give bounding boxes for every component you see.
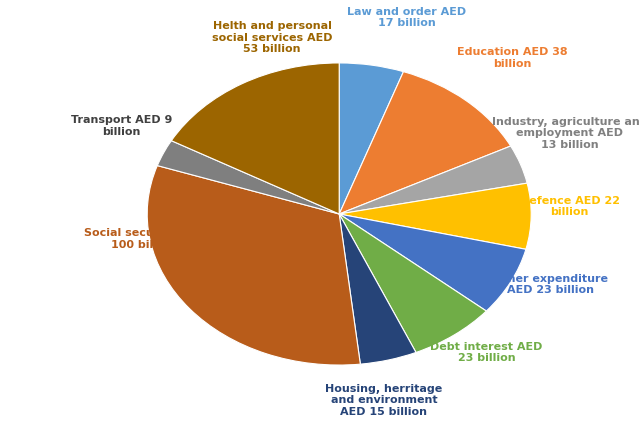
- Text: Education AED 38
billion: Education AED 38 billion: [457, 47, 567, 69]
- Wedge shape: [339, 214, 526, 311]
- Text: Other expenditure
AED 23 billion: Other expenditure AED 23 billion: [493, 273, 608, 295]
- Text: Transport AED 9
billion: Transport AED 9 billion: [71, 115, 172, 137]
- Wedge shape: [339, 214, 416, 364]
- Text: Housing, herritage
and environment
AED 15 billion: Housing, herritage and environment AED 1…: [325, 384, 443, 417]
- Wedge shape: [147, 166, 360, 365]
- Text: Industry, agriculture and
employment AED
13 billion: Industry, agriculture and employment AED…: [492, 117, 640, 150]
- Wedge shape: [339, 183, 531, 249]
- Wedge shape: [339, 146, 527, 214]
- Text: Social security AED
100 billion: Social security AED 100 billion: [84, 229, 204, 250]
- Wedge shape: [172, 63, 339, 214]
- Wedge shape: [339, 63, 403, 214]
- Text: Debt interest AED
23 billion: Debt interest AED 23 billion: [430, 342, 543, 363]
- Text: Law and order AED
17 billion: Law and order AED 17 billion: [347, 7, 466, 28]
- Text: Defence AED 22
billion: Defence AED 22 billion: [520, 196, 620, 217]
- Wedge shape: [339, 71, 511, 214]
- Text: Helth and personal
social services AED
53 billion: Helth and personal social services AED 5…: [212, 21, 332, 54]
- Wedge shape: [339, 214, 486, 352]
- Wedge shape: [157, 141, 339, 214]
